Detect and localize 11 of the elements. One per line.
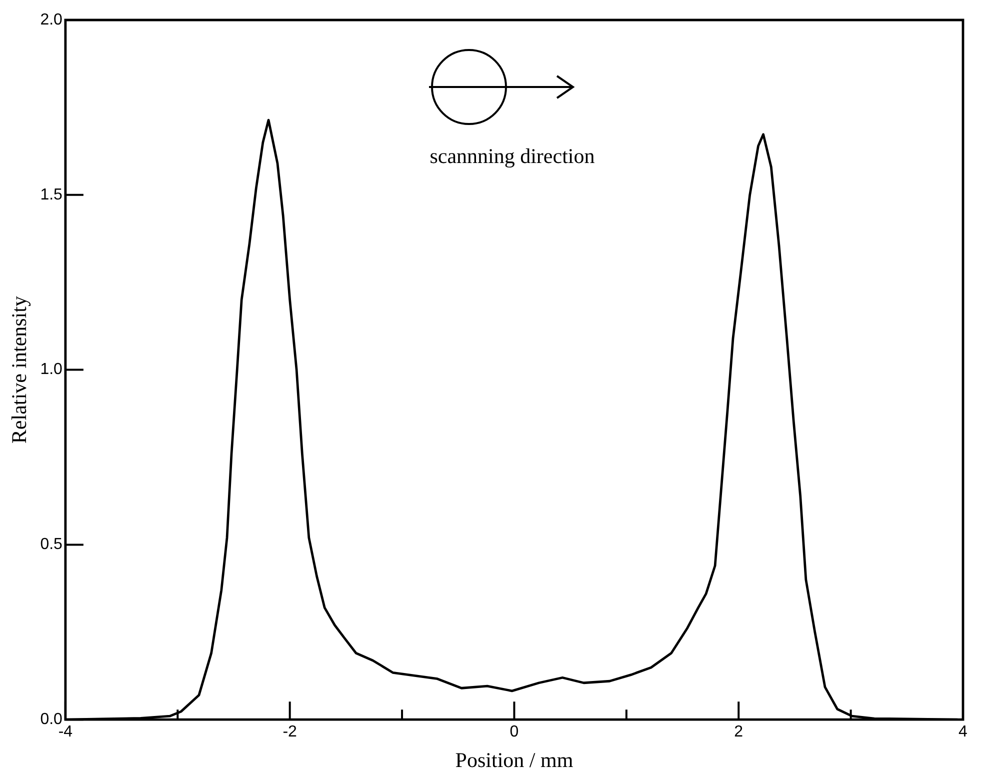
y-axis-title: Relative intensity	[7, 296, 32, 444]
x-tick-label: 4	[958, 724, 968, 741]
x-tick-label: 0	[510, 724, 519, 741]
x-tick-label: -2	[282, 724, 298, 741]
y-tick-label: 2.0	[40, 11, 63, 28]
x-tick-label: 2	[734, 724, 744, 741]
annotation: scannning direction	[430, 144, 595, 169]
x-axis-title: Position / mm	[455, 748, 574, 772]
y-tick-label: 1.0	[40, 361, 63, 378]
y-tick-label: 1.5	[40, 186, 63, 204]
y-tick-label: 0.5	[40, 536, 63, 554]
